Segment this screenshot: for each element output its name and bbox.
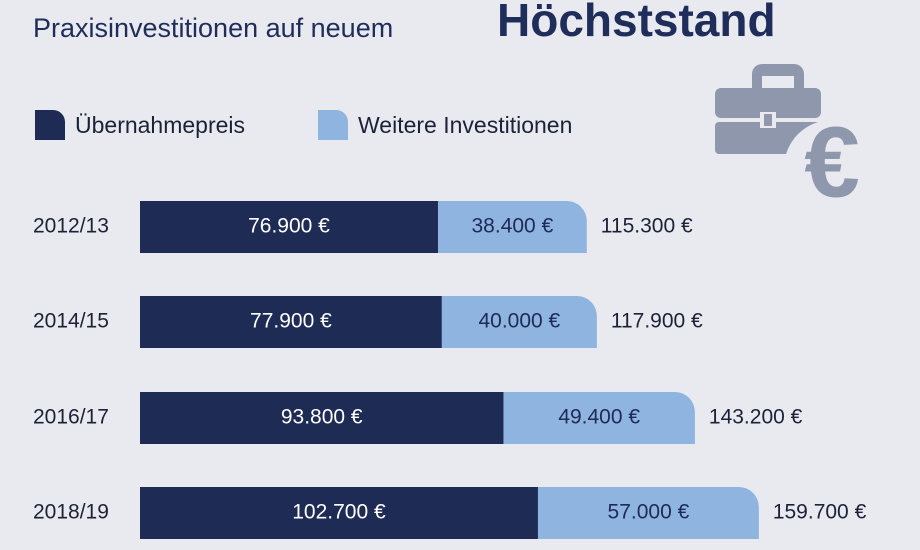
value-label: 102.700 €: [292, 501, 386, 524]
chart-title: Praxisinvestitionen auf neuem: [33, 13, 393, 43]
value-label: 38.400 €: [472, 215, 554, 238]
bar-segment: [537, 487, 759, 539]
value-label: 40.000 €: [478, 310, 560, 333]
total-label: 143.200 €: [709, 406, 803, 429]
category-label: 2018/19: [33, 501, 109, 524]
bar-segment: [140, 296, 442, 348]
bar-segment: [140, 487, 538, 539]
bar-segment: [140, 201, 438, 253]
euro-icon: €: [804, 106, 860, 218]
bar-segment: [441, 296, 597, 348]
total-label: 115.300 €: [601, 215, 693, 238]
chart-title-emphasis: Höchststand: [497, 0, 776, 46]
legend-swatch: [318, 110, 348, 140]
category-label: 2014/15: [33, 310, 109, 333]
category-label: 2012/13: [33, 215, 109, 238]
category-label: 2016/17: [33, 406, 109, 429]
bar-segment: [503, 392, 695, 444]
value-label: 76.900 €: [248, 215, 330, 238]
legend-swatch: [35, 110, 65, 140]
bar-segment: [140, 392, 504, 444]
legend-label: Übernahmepreis: [75, 112, 245, 138]
legend-label: Weitere Investitionen: [358, 112, 572, 138]
value-label: 77.900 €: [250, 310, 332, 333]
total-label: 159.700 €: [773, 501, 867, 524]
bar-segment: [437, 201, 587, 253]
value-label: 57.000 €: [608, 501, 690, 524]
total-label: 117.900 €: [611, 310, 703, 333]
value-label: 93.800 €: [281, 406, 363, 429]
value-label: 49.400 €: [558, 406, 640, 429]
briefcase-icon: €: [715, 64, 880, 218]
